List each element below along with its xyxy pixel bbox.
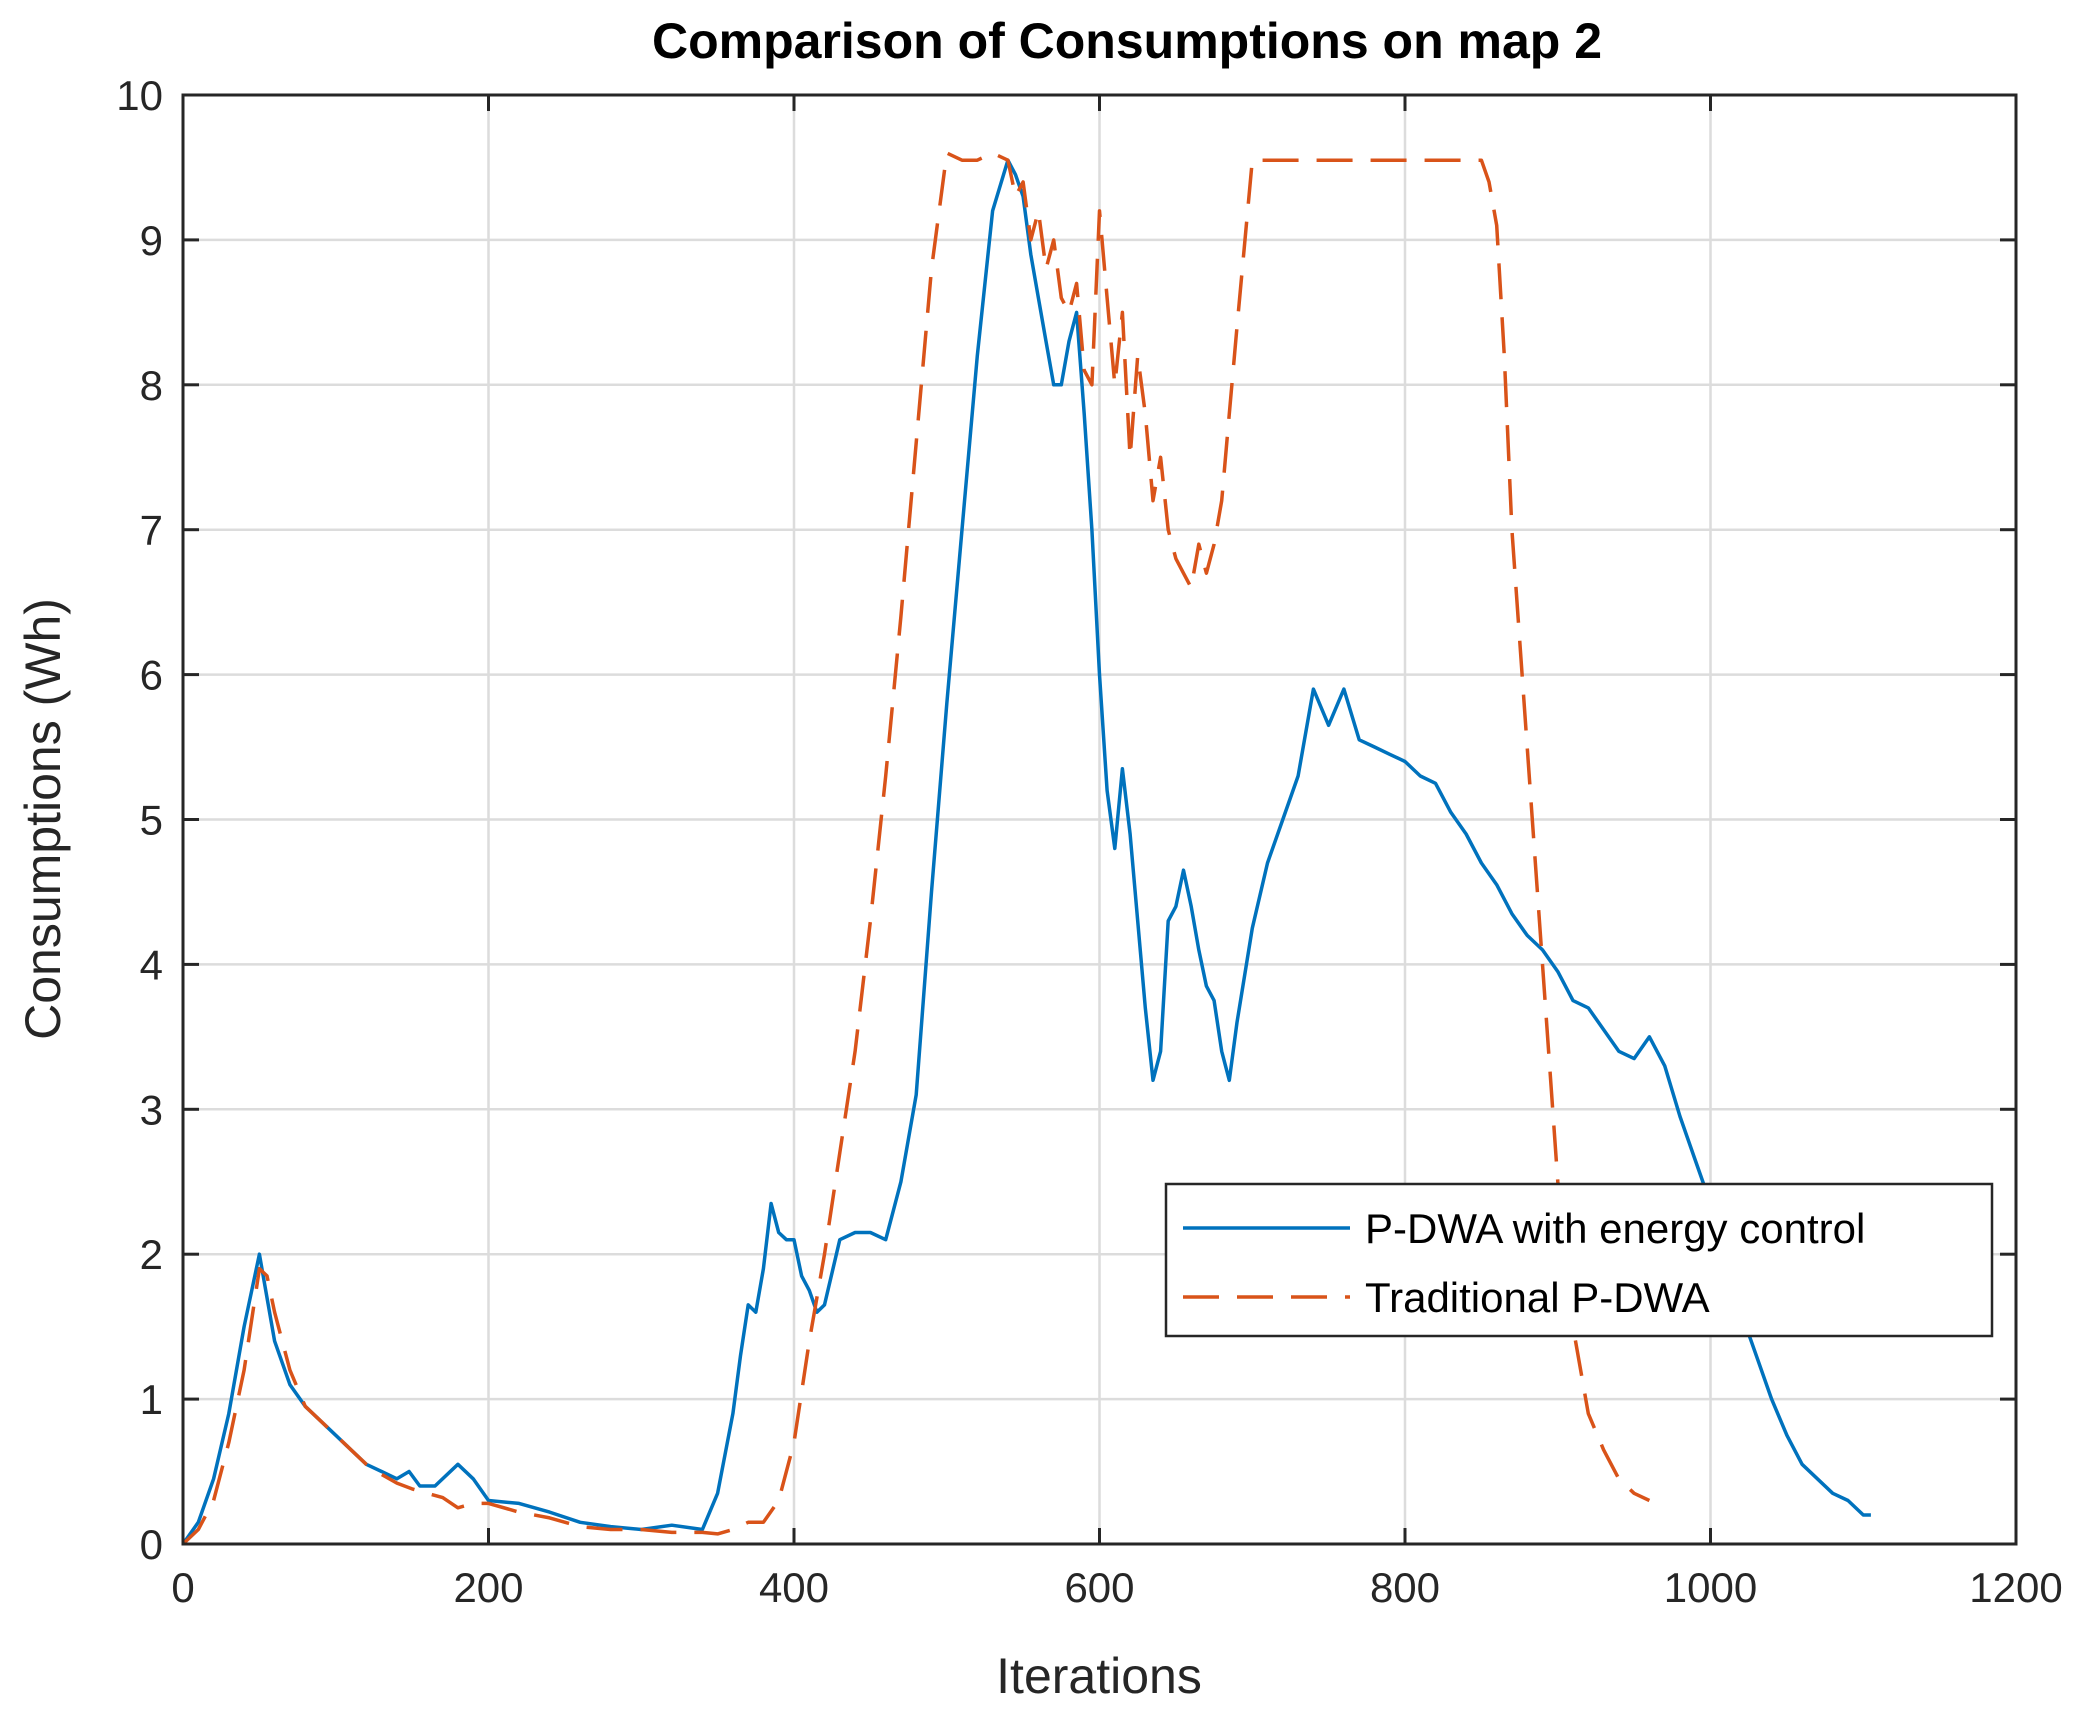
- legend: P-DWA with energy control Traditional P-…: [1164, 1182, 1994, 1338]
- y-tick-label: 4: [140, 941, 163, 988]
- y-tick-label: 10: [116, 72, 163, 119]
- y-tick-label: 5: [140, 797, 163, 844]
- y-tick-label: 6: [140, 652, 163, 699]
- ticks: 0 200 400 600 800 1000 1200 0 1 2 3 4 5 6 7 8 9 10: [116, 72, 2062, 1611]
- x-tick-label: 800: [1370, 1564, 1440, 1611]
- y-tick-label: 0: [140, 1521, 163, 1568]
- x-tick-label: 1200: [1969, 1564, 2062, 1611]
- y-tick-label: 9: [140, 217, 163, 264]
- y-tick-label: 8: [140, 362, 163, 409]
- series-layer: [181, 151, 1871, 1546]
- chart-title: Comparison of Consumptions on map 2: [652, 13, 1602, 69]
- y-tick-label: 7: [140, 507, 163, 554]
- x-tick-label: 600: [1064, 1564, 1134, 1611]
- legend-label-traditional-p-dwa: Traditional P-DWA: [1365, 1274, 1710, 1321]
- y-tick-label: 3: [140, 1086, 163, 1133]
- x-tick-label: 400: [759, 1564, 829, 1611]
- series-line-traditional-p-dwa: [181, 151, 1651, 1546]
- y-tick-label: 2: [140, 1231, 163, 1278]
- series-line-p-dwa-energy-control: [181, 158, 1871, 1546]
- x-axis-label: Iterations: [996, 1648, 1202, 1704]
- x-tick-label: 1000: [1664, 1564, 1757, 1611]
- legend-label-p-dwa-energy-control: P-DWA with energy control: [1365, 1205, 1865, 1252]
- y-tick-label: 1: [140, 1376, 163, 1423]
- legend-box: [1164, 1182, 1994, 1338]
- x-tick-label: 200: [453, 1564, 523, 1611]
- x-tick-label: 0: [171, 1564, 194, 1611]
- y-axis-label: Consumptions (Wh): [15, 598, 71, 1040]
